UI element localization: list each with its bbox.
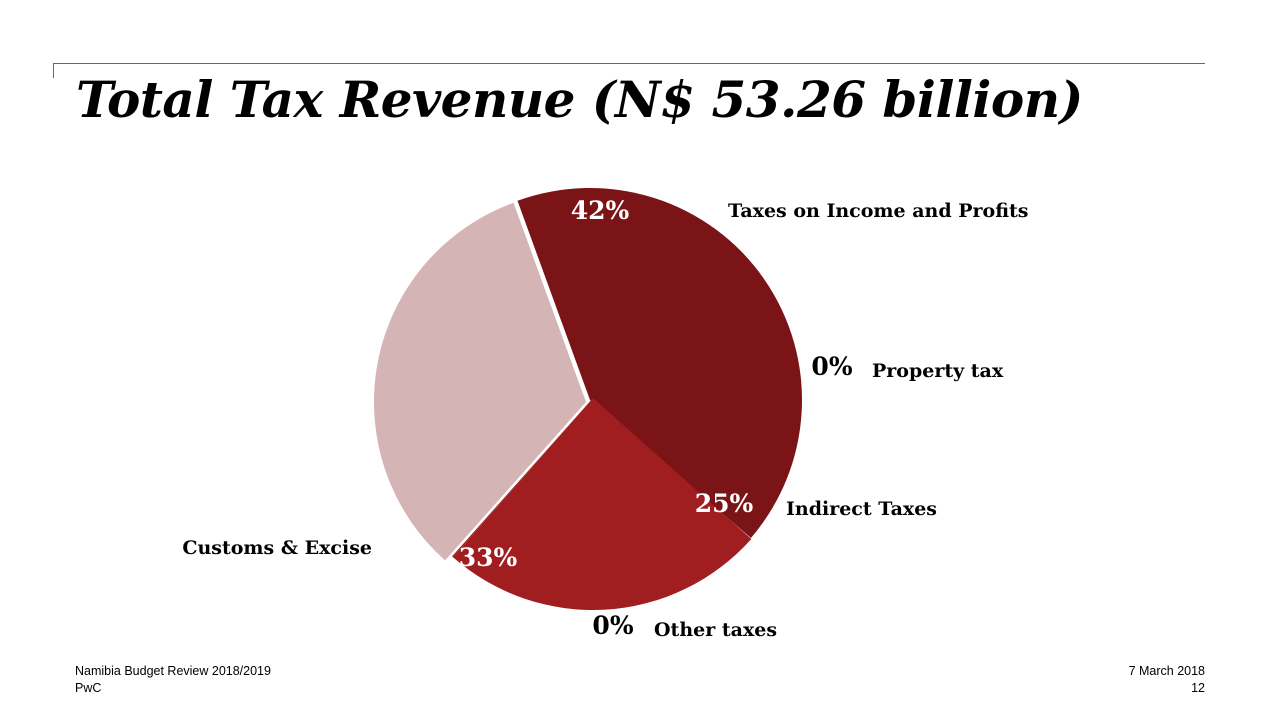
footer-right: 7 March 2018 12 <box>1129 663 1205 697</box>
footer-report-name: Namibia Budget Review 2018/2019 <box>75 664 271 678</box>
category-label-taxes-on-income-and-profits: Taxes on Income and Profits <box>728 200 1029 222</box>
category-label-property-tax: Property tax <box>872 360 1004 382</box>
footer-date: 7 March 2018 <box>1128 664 1205 678</box>
footer-page-number: 12 <box>1191 681 1205 695</box>
data-label-other-taxes: 0% <box>592 611 633 640</box>
pie-slice-customs-excise <box>374 202 586 561</box>
pie-slice-taxes-on-income-and-profits <box>517 188 802 538</box>
pie-slice-indirect-taxes <box>453 398 752 610</box>
data-label-customs-excise: 33% <box>459 543 518 572</box>
footer-left: Namibia Budget Review 2018/2019 PwC <box>75 663 271 697</box>
data-label-taxes-on-income-and-profits: 42% <box>571 196 630 225</box>
footer-company: PwC <box>75 681 102 695</box>
data-label-property-tax: 0% <box>811 352 852 381</box>
pie-slice-other-taxes <box>452 398 593 558</box>
category-label-indirect-taxes: Indirect Taxes <box>786 498 937 520</box>
data-label-indirect-taxes: 25% <box>695 489 754 518</box>
category-label-other-taxes: Other taxes <box>654 619 777 641</box>
title-rule-tick <box>53 63 54 78</box>
slide-title: Total Tax Revenue (N$ 53.26 billion) <box>76 70 1083 129</box>
title-rule <box>53 63 1205 64</box>
pie-slice-property-tax <box>592 396 753 537</box>
category-label-customs-excise: Customs & Excise <box>182 537 372 559</box>
